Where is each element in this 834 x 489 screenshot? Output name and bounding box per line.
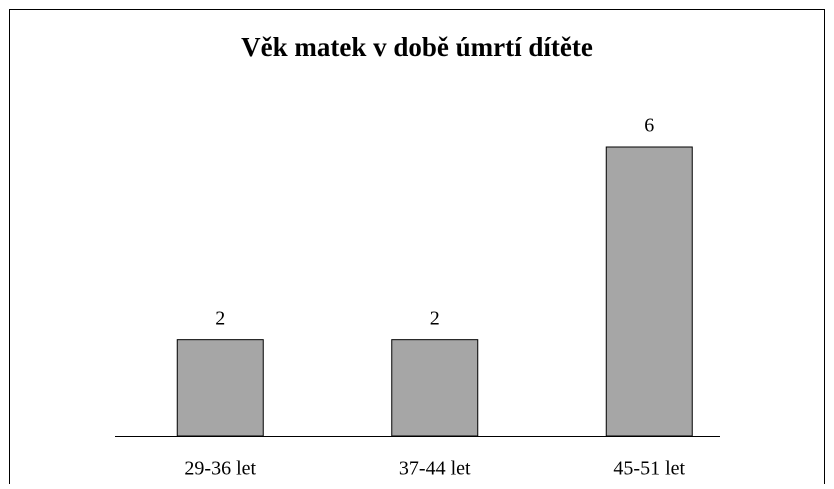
x-tick-label: 29-36 let bbox=[184, 458, 256, 480]
data-label: 2 bbox=[430, 307, 440, 329]
x-tick-label: 45-51 let bbox=[613, 458, 685, 480]
bar bbox=[176, 339, 264, 437]
data-label: 2 bbox=[215, 307, 225, 329]
chart-title: Věk matek v době úmrtí dítěte bbox=[241, 32, 593, 62]
x-tick-label: 37-44 let bbox=[399, 458, 471, 480]
data-label: 6 bbox=[644, 115, 654, 137]
bar bbox=[391, 339, 479, 437]
bar bbox=[605, 146, 693, 437]
